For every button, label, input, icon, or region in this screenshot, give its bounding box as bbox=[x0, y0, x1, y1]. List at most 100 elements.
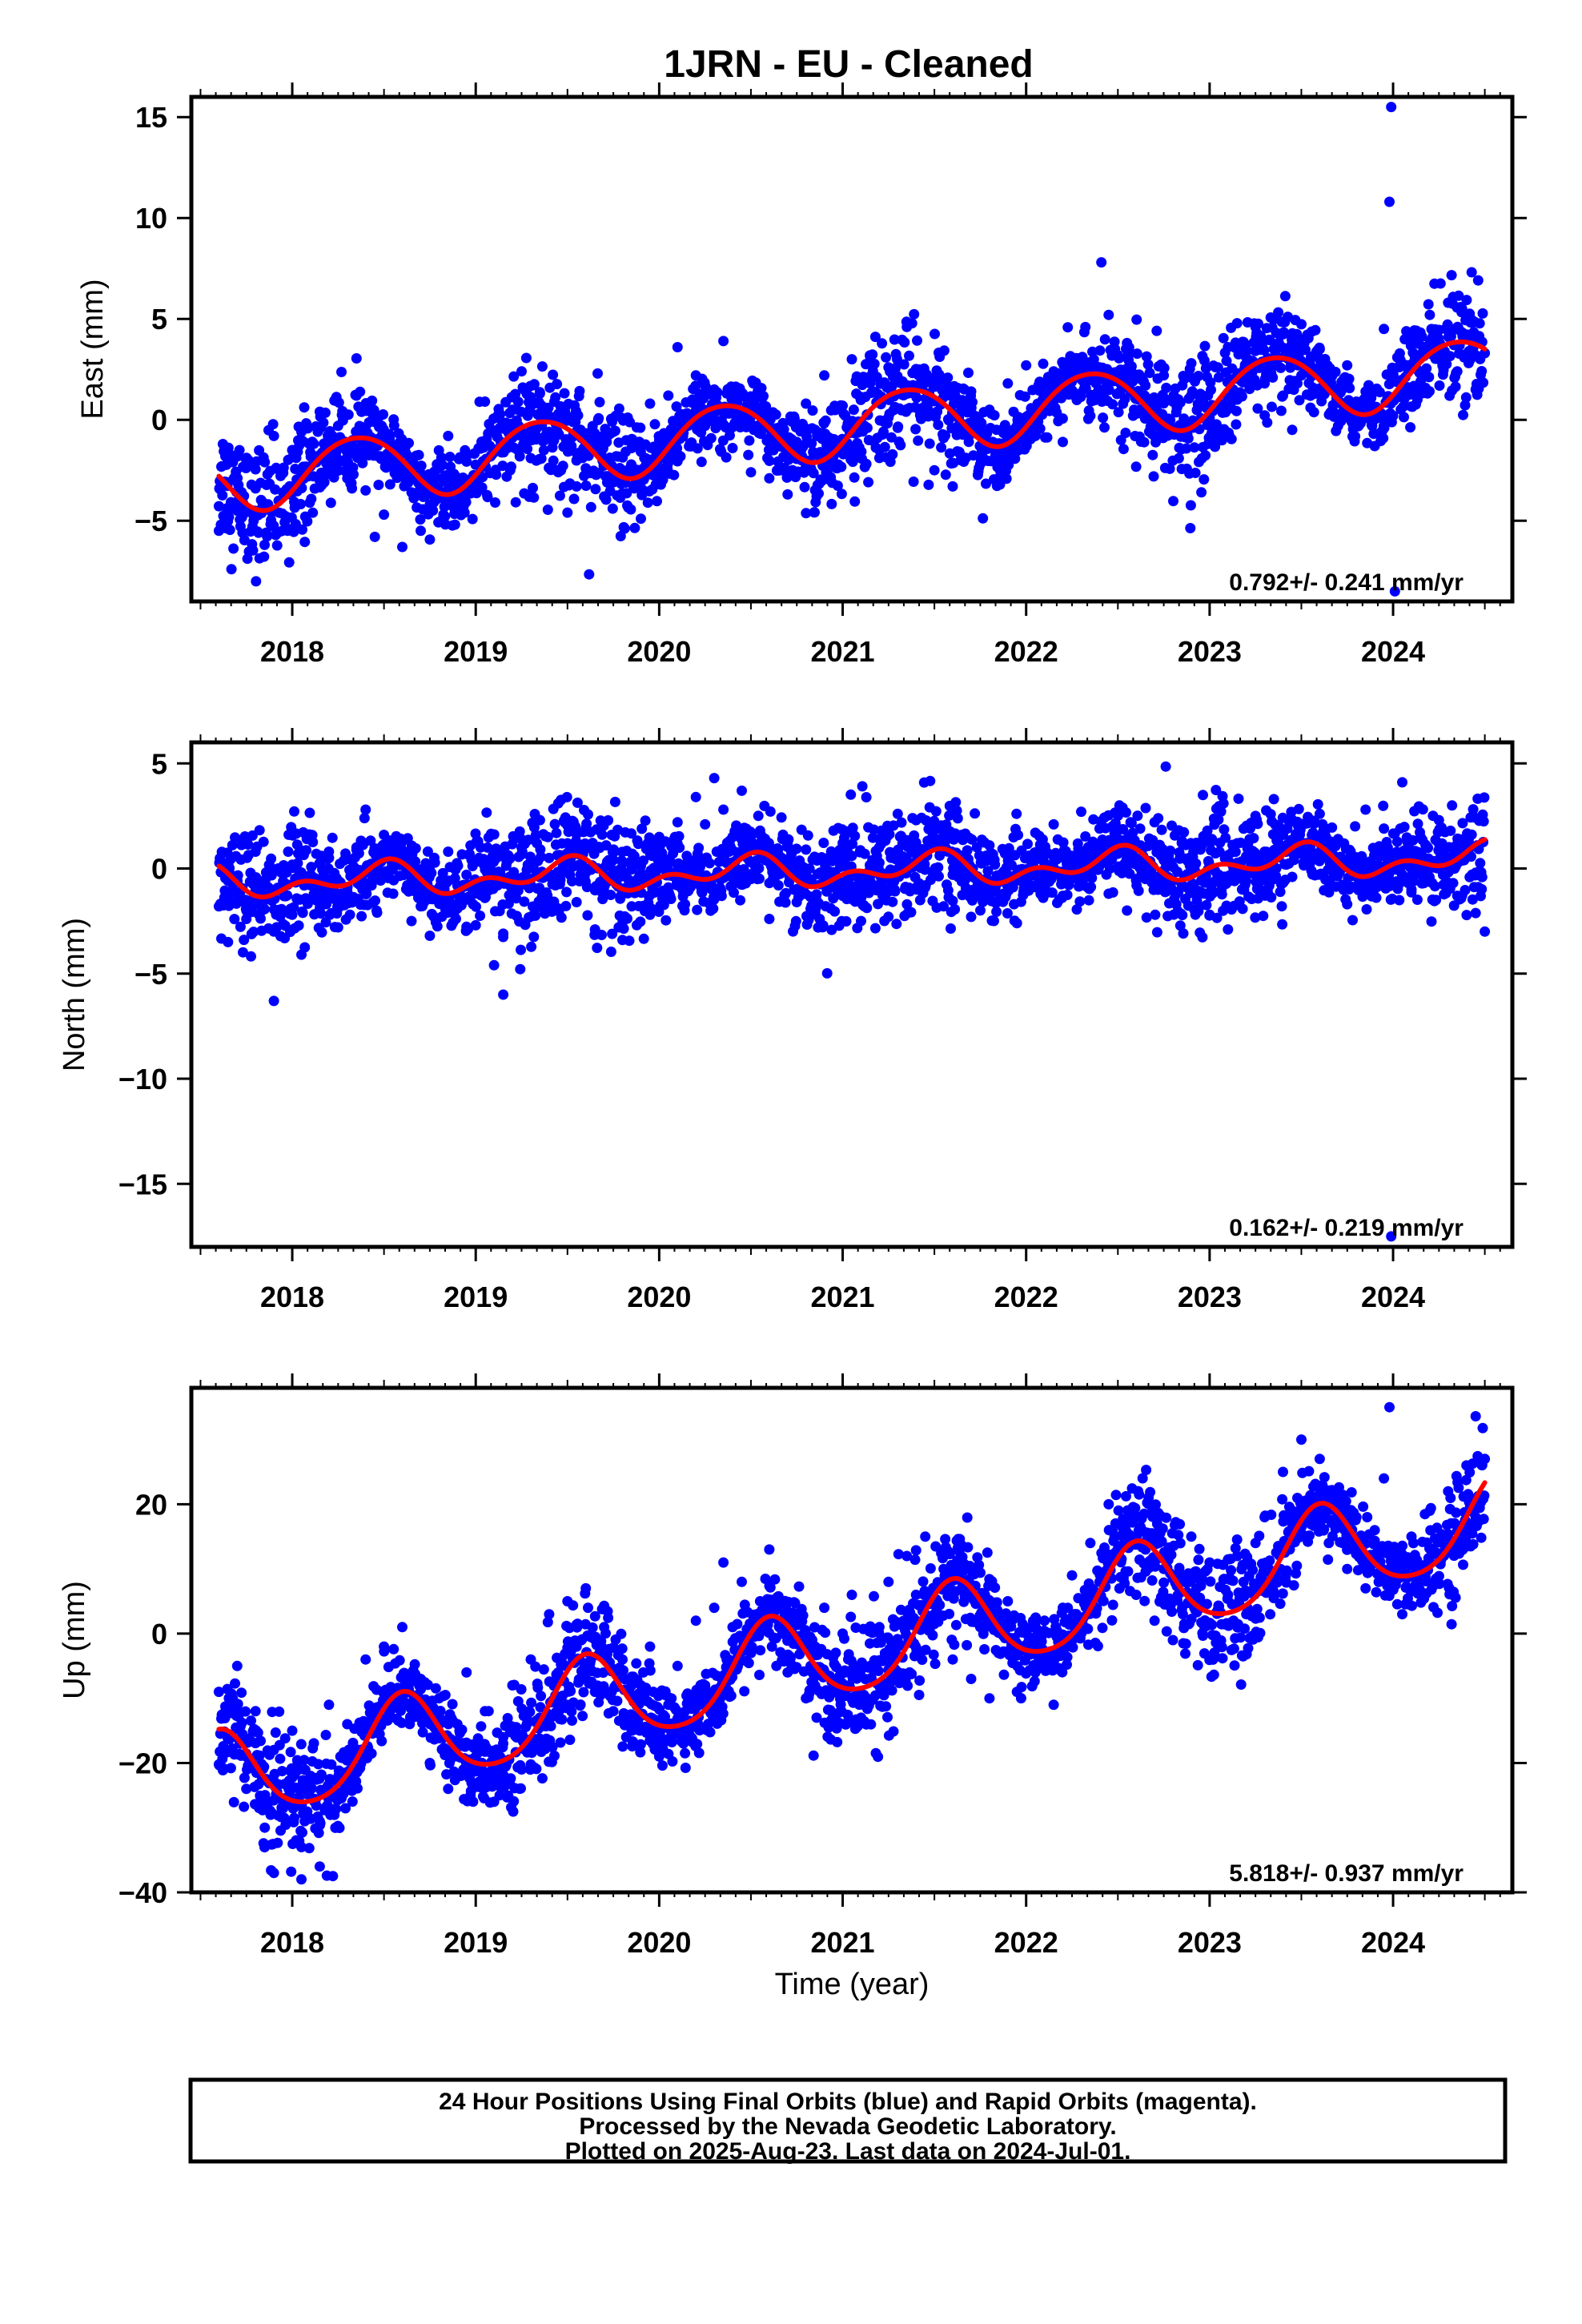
north-data-point bbox=[530, 910, 541, 921]
north-data-point bbox=[387, 888, 399, 899]
north-data-point bbox=[966, 834, 978, 845]
north-data-point bbox=[1447, 800, 1458, 811]
north-data-point bbox=[239, 935, 250, 946]
north-data-point bbox=[238, 947, 248, 958]
east-data-point bbox=[319, 476, 330, 488]
east-data-point bbox=[308, 438, 319, 449]
north-data-point bbox=[791, 843, 802, 854]
east-data-point bbox=[528, 482, 538, 493]
north-data-point bbox=[638, 933, 649, 944]
north-data-point bbox=[1086, 872, 1098, 883]
east-data-point bbox=[1342, 360, 1353, 371]
north-data-point bbox=[790, 915, 801, 927]
north-data-point bbox=[821, 967, 833, 979]
east-data-point bbox=[1275, 405, 1287, 416]
east-data-point bbox=[247, 545, 259, 556]
east-data-point bbox=[913, 435, 924, 446]
north-data-point bbox=[891, 919, 902, 930]
north-data-point bbox=[1216, 889, 1227, 900]
east-data-point bbox=[1443, 297, 1454, 308]
north-data-point bbox=[1478, 816, 1489, 827]
east-fit-line bbox=[216, 339, 1488, 513]
north-data-point bbox=[1198, 790, 1208, 801]
east-data-point bbox=[910, 424, 921, 435]
north-data-point bbox=[731, 820, 742, 831]
east-data-point bbox=[744, 435, 755, 446]
east-data-point bbox=[832, 480, 843, 491]
east-data-point bbox=[333, 397, 344, 408]
north-data-point bbox=[437, 867, 448, 879]
north-data-point bbox=[592, 943, 603, 954]
north-data-point bbox=[1156, 824, 1167, 835]
north-data-point bbox=[1006, 859, 1017, 870]
east-data-point bbox=[224, 525, 235, 536]
north-data-point bbox=[304, 807, 315, 818]
east-data-point bbox=[387, 455, 399, 466]
east-data-point bbox=[1099, 422, 1110, 433]
north-data-point bbox=[857, 781, 868, 792]
east-data-point bbox=[938, 345, 950, 356]
east-data-point bbox=[1384, 196, 1395, 207]
east-data-point bbox=[1350, 431, 1361, 442]
east-data-point bbox=[764, 456, 775, 466]
north-data-point bbox=[951, 805, 962, 816]
east-data-point bbox=[1456, 303, 1468, 314]
east-data-point bbox=[544, 426, 555, 437]
north-data-point bbox=[1074, 896, 1086, 907]
east-data-point bbox=[1062, 322, 1074, 333]
east-data-point bbox=[806, 438, 817, 449]
east-data-point bbox=[1085, 410, 1096, 421]
east-data-point bbox=[416, 525, 426, 537]
north-data-point bbox=[371, 907, 383, 919]
north-data-point bbox=[1191, 858, 1202, 869]
east-data-point bbox=[536, 361, 548, 372]
north-data-point bbox=[410, 842, 421, 854]
north-data-point bbox=[351, 844, 362, 855]
east-data-point bbox=[846, 354, 857, 365]
north-data-point bbox=[314, 903, 325, 914]
east-data-point bbox=[480, 396, 491, 407]
east-data-point bbox=[508, 371, 520, 382]
north-data-point bbox=[268, 926, 279, 937]
east-data-point bbox=[270, 484, 281, 495]
east-data-point bbox=[675, 451, 686, 462]
east-data-point bbox=[1165, 415, 1176, 426]
east-data-point bbox=[1458, 409, 1468, 420]
north-data-point bbox=[1347, 915, 1358, 926]
north-data-point bbox=[920, 864, 930, 875]
east-data-point bbox=[1477, 308, 1488, 319]
east-data-point bbox=[967, 396, 978, 408]
north-data-point bbox=[247, 830, 258, 841]
east-data-point bbox=[1378, 432, 1389, 444]
north-data-point bbox=[1237, 903, 1248, 915]
east-data-point bbox=[1076, 354, 1086, 365]
east-data-point bbox=[756, 383, 767, 394]
east-data-point bbox=[1369, 440, 1380, 452]
east-data-point bbox=[552, 379, 563, 390]
east-data-point bbox=[510, 497, 521, 508]
east-data-point bbox=[1140, 380, 1151, 391]
east-data-point bbox=[534, 388, 545, 399]
east-data-point bbox=[657, 474, 669, 485]
east-data-point bbox=[259, 456, 271, 468]
east-data-point bbox=[1231, 405, 1242, 416]
east-data-point bbox=[791, 436, 802, 448]
north-data-point bbox=[297, 907, 308, 919]
east-data-point bbox=[599, 491, 610, 502]
north-data-point bbox=[561, 791, 572, 802]
north-data-point bbox=[1277, 919, 1288, 930]
east-data-point bbox=[1019, 391, 1030, 402]
east-data-point bbox=[1042, 432, 1053, 443]
east-data-point bbox=[415, 514, 426, 525]
east-data-point bbox=[1405, 422, 1416, 433]
east-data-point bbox=[849, 496, 861, 507]
east-data-point bbox=[1096, 257, 1107, 268]
north-data-point bbox=[488, 829, 500, 840]
east-data-point bbox=[808, 468, 819, 479]
north-data-point bbox=[665, 856, 676, 867]
east-data-point bbox=[306, 493, 317, 505]
north-data-point bbox=[896, 817, 907, 828]
east-data-point bbox=[892, 422, 903, 433]
east-data-point bbox=[250, 483, 261, 494]
north-data-point bbox=[213, 901, 224, 912]
